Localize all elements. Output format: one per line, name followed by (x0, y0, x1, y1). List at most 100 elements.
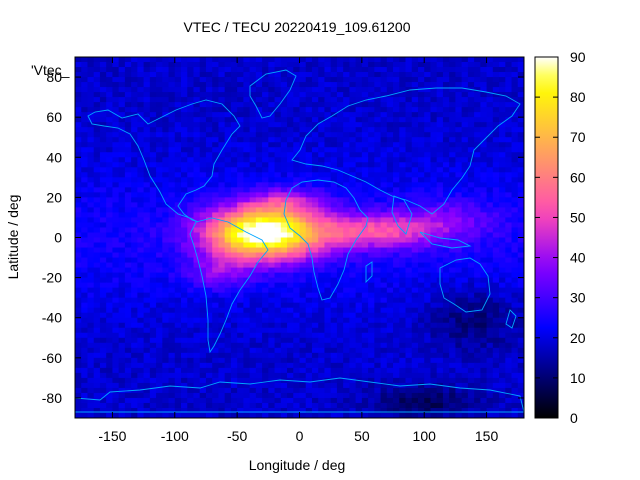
heatmap-cell (380, 387, 388, 394)
heatmap-cell (212, 157, 220, 163)
heatmap-cell (393, 282, 400, 289)
heatmap-cell (287, 77, 294, 83)
heatmap-cell (324, 212, 332, 219)
heatmap-cell (143, 177, 151, 183)
heatmap-cell (343, 272, 350, 279)
heatmap-cell (305, 262, 313, 269)
heatmap-cell (106, 267, 114, 274)
heatmap-cell (268, 92, 276, 98)
heatmap-cell (287, 272, 294, 279)
heatmap-cell (517, 237, 524, 244)
heatmap-cell (324, 397, 332, 404)
heatmap-cell (430, 152, 438, 158)
heatmap-cell (218, 212, 226, 219)
heatmap-cell (424, 62, 432, 68)
heatmap-cell (143, 392, 151, 399)
heatmap-cell (218, 272, 226, 279)
heatmap-cell (442, 87, 450, 93)
heatmap-cell (405, 327, 413, 334)
heatmap-cell (499, 302, 506, 309)
heatmap-cell (218, 137, 226, 143)
heatmap-cell (205, 102, 213, 108)
heatmap-cell (430, 117, 438, 123)
heatmap-cell (405, 252, 413, 259)
heatmap-cell (299, 297, 307, 304)
heatmap-cell (299, 262, 307, 269)
heatmap-cell (255, 287, 263, 294)
heatmap-cell (324, 347, 332, 354)
heatmap-cell (149, 402, 157, 409)
heatmap-cell (330, 142, 338, 148)
heatmap-cell (237, 317, 244, 324)
heatmap-cell (280, 367, 288, 374)
heatmap-cell (505, 72, 513, 78)
heatmap-cell (311, 202, 319, 209)
heatmap-cell (486, 282, 494, 289)
heatmap-cell (330, 242, 338, 249)
heatmap-cell (293, 127, 301, 133)
heatmap-cell (399, 302, 407, 309)
heatmap-cell (255, 362, 263, 369)
heatmap-cell (143, 117, 151, 123)
heatmap-cell (280, 307, 288, 314)
heatmap-cell (168, 62, 176, 68)
heatmap-cell (417, 197, 425, 203)
heatmap-cell (243, 112, 251, 118)
heatmap-cell (361, 372, 369, 379)
heatmap-cell (255, 387, 263, 394)
heatmap-cell (168, 77, 176, 83)
heatmap-cell (474, 357, 481, 364)
heatmap-cell (143, 267, 151, 274)
heatmap-cell (131, 317, 138, 324)
heatmap-cell (237, 367, 244, 374)
heatmap-cell (467, 112, 475, 118)
heatmap-cell (368, 317, 375, 324)
heatmap-cell (336, 252, 344, 259)
heatmap-cell (393, 277, 400, 284)
heatmap-cell (411, 377, 419, 384)
heatmap-cell (137, 87, 145, 93)
heatmap-cell (374, 297, 382, 304)
heatmap-cell (287, 237, 294, 244)
heatmap-cell (417, 257, 425, 264)
heatmap-cell (486, 367, 494, 374)
heatmap-cell (124, 272, 132, 279)
heatmap-cell (205, 57, 213, 63)
heatmap-cell (380, 267, 388, 274)
heatmap-cell (368, 92, 375, 98)
heatmap-cell (205, 327, 213, 334)
heatmap-cell (386, 132, 394, 138)
heatmap-cell (99, 77, 107, 83)
heatmap-cell (149, 347, 157, 354)
heatmap-cell (461, 287, 469, 294)
heatmap-cell (299, 112, 307, 118)
heatmap-cell (380, 397, 388, 404)
heatmap-cell (405, 97, 413, 103)
heatmap-cell (505, 397, 513, 404)
heatmap-cell (174, 147, 182, 153)
heatmap-cell (293, 132, 301, 138)
heatmap-cell (517, 312, 524, 319)
heatmap-cell (156, 367, 163, 374)
heatmap-cell (131, 252, 138, 259)
heatmap-cell (162, 102, 170, 108)
heatmap-cell (149, 177, 157, 183)
heatmap-cell (156, 252, 163, 259)
heatmap-cell (311, 387, 319, 394)
heatmap-cell (374, 107, 382, 113)
heatmap-cell (293, 332, 301, 339)
heatmap-cell (293, 347, 301, 354)
heatmap-cell (131, 352, 138, 359)
heatmap-cell (168, 362, 176, 369)
heatmap-cell (143, 307, 151, 314)
heatmap-cell (93, 202, 101, 209)
heatmap-cell (417, 312, 425, 319)
heatmap-cell (81, 232, 89, 239)
heatmap-cell (237, 202, 244, 209)
heatmap-cell (87, 297, 95, 304)
heatmap-cell (218, 247, 226, 254)
heatmap-cell (324, 337, 332, 344)
heatmap-cell (268, 267, 276, 274)
heatmap-cell (318, 162, 326, 168)
heatmap-cell (436, 352, 444, 359)
